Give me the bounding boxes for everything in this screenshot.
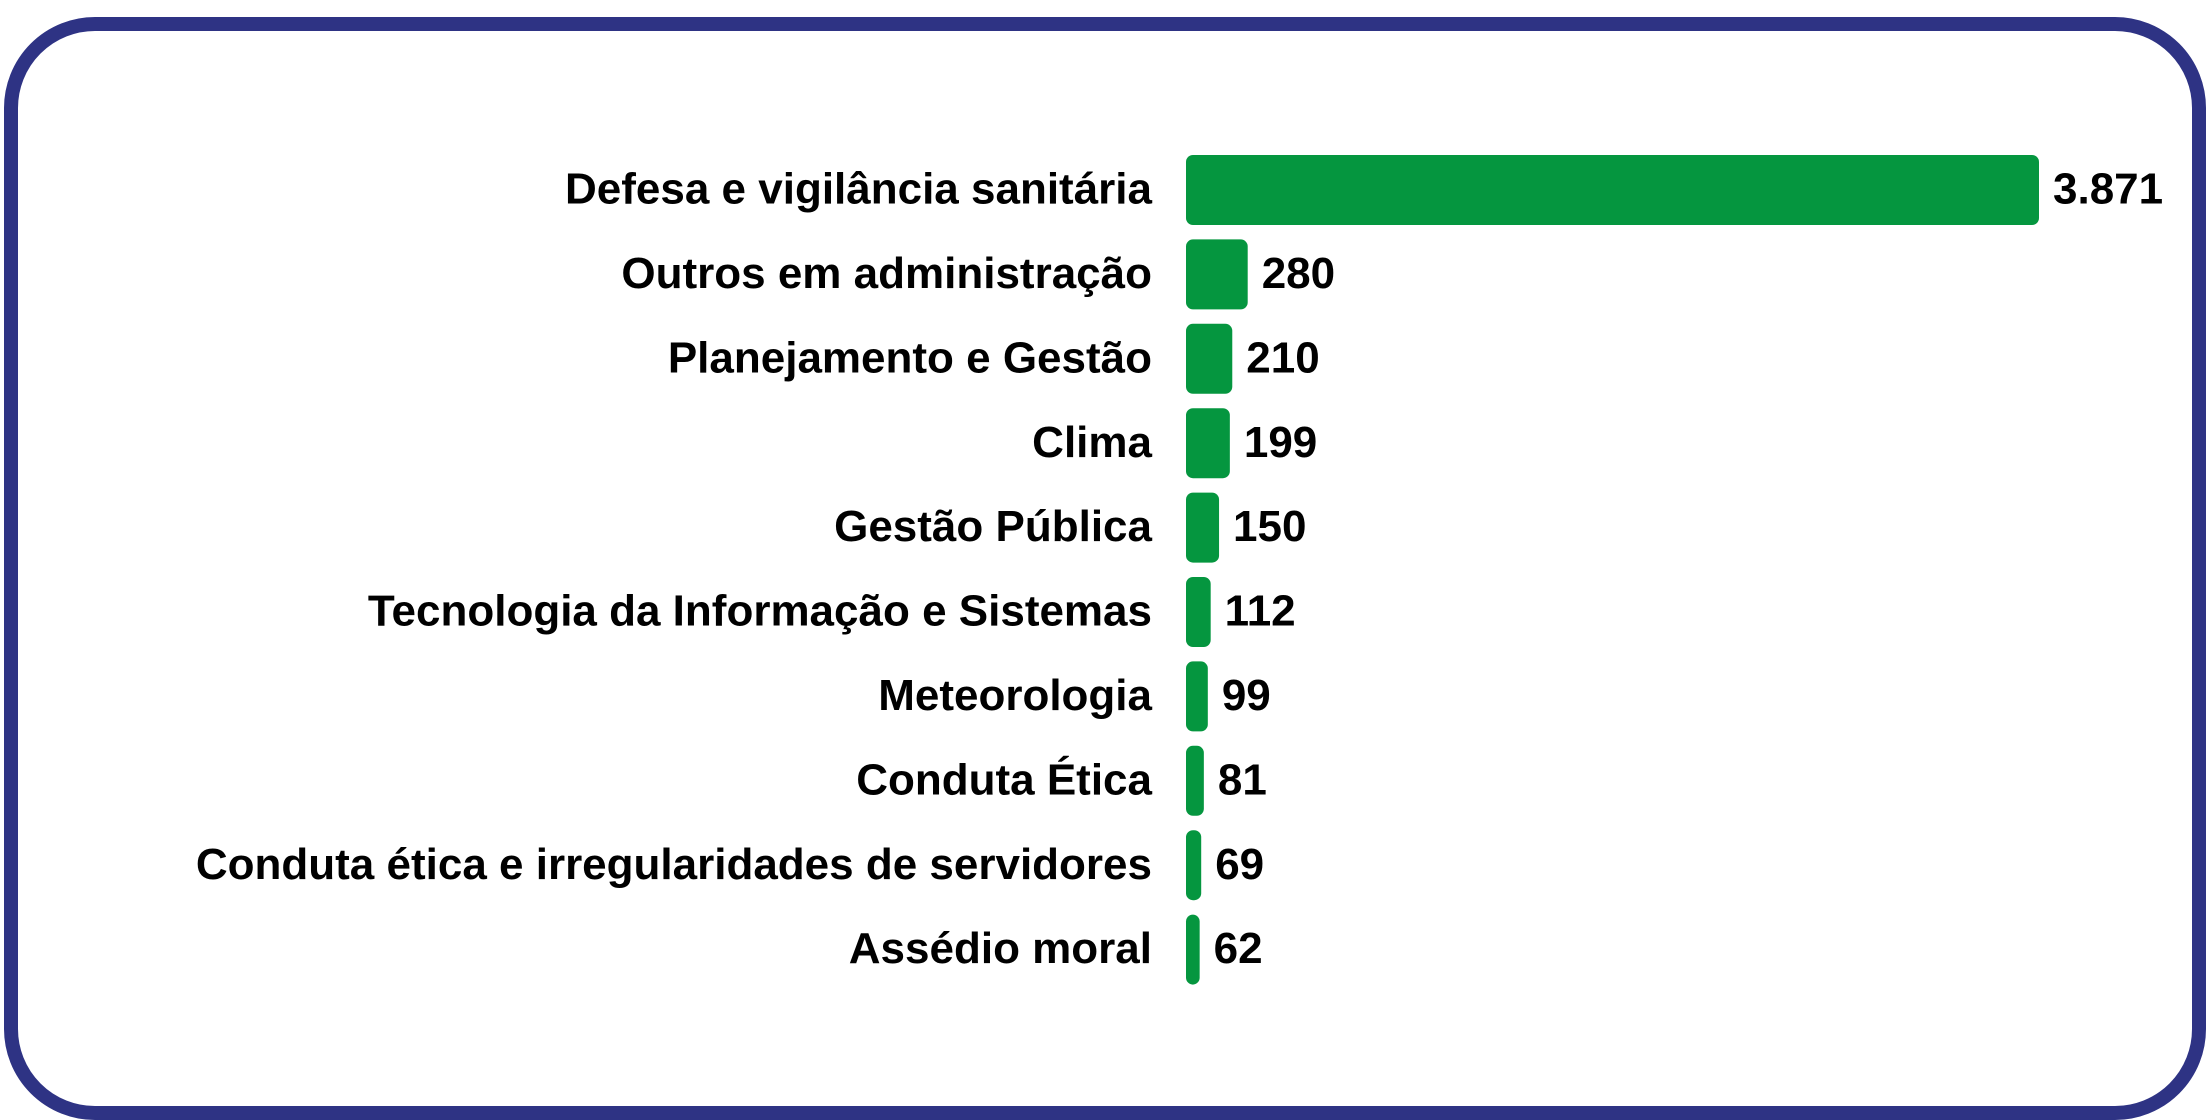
value-label: 69 xyxy=(1215,840,1264,889)
category-label: Gestão Pública xyxy=(834,502,1152,551)
bar xyxy=(1186,155,2039,225)
bar xyxy=(1186,408,1230,479)
bar xyxy=(1186,577,1211,647)
value-label: 62 xyxy=(1214,924,1263,973)
bar xyxy=(1186,492,1220,563)
value-label: 280 xyxy=(1262,249,1335,298)
bar xyxy=(1186,323,1233,394)
category-label: Defesa e vigilância sanitária xyxy=(565,165,1153,214)
bar xyxy=(1186,830,1202,901)
category-label: Planejamento e Gestão xyxy=(668,333,1152,382)
value-label: 81 xyxy=(1218,755,1267,804)
bar xyxy=(1186,745,1204,816)
value-label: 199 xyxy=(1244,418,1317,467)
category-label: Meteorologia xyxy=(878,671,1152,720)
category-label: Conduta ética e irregularidades de servi… xyxy=(196,840,1152,889)
category-label: Tecnologia da Informação e Sistemas xyxy=(368,587,1152,636)
bar xyxy=(1186,914,1200,985)
value-label: 3.871 xyxy=(2053,165,2163,214)
bar xyxy=(1186,239,1248,310)
value-label: 99 xyxy=(1222,671,1271,720)
value-label: 210 xyxy=(1246,333,1319,382)
category-label: Clima xyxy=(1032,418,1152,467)
bar xyxy=(1186,661,1208,732)
category-label: Assédio moral xyxy=(849,924,1152,973)
card-frame xyxy=(4,17,2206,1120)
value-label: 112 xyxy=(1225,587,1296,636)
category-label: Outros em administração xyxy=(621,249,1152,298)
value-label: 150 xyxy=(1233,502,1306,551)
category-label: Conduta Ética xyxy=(856,754,1152,804)
